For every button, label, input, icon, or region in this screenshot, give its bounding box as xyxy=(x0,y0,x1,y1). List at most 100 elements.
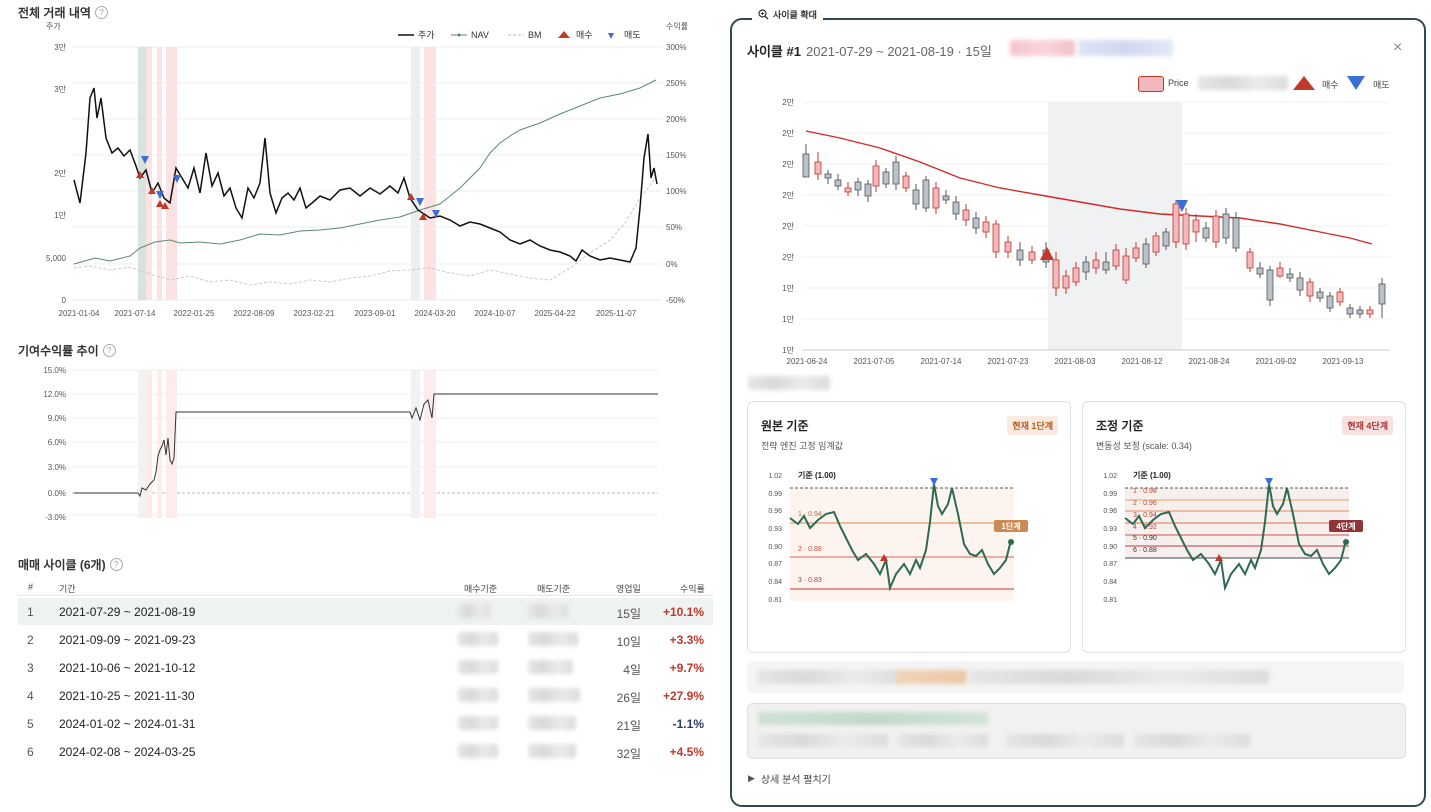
candle-body xyxy=(1346,307,1354,315)
y-tick: 3.0% xyxy=(48,463,66,472)
row-period: 2024-02-08 ~ 2024-03-25 xyxy=(59,745,196,759)
candle-body xyxy=(1142,243,1150,265)
legend-label: 주가 xyxy=(418,30,435,40)
y-tick: 2만 xyxy=(782,160,794,169)
y-tick: 3만 xyxy=(54,43,66,52)
y-tick: 0.87 xyxy=(1103,561,1117,568)
x-tick: 2023-02-21 xyxy=(294,309,335,318)
y-tick: 15.0% xyxy=(43,366,66,375)
row-days: 10일 xyxy=(616,635,641,649)
candle-body xyxy=(1246,251,1254,269)
expand-detail-button[interactable]: ▶ 상세 분석 펼치기 xyxy=(748,773,831,786)
candle-body xyxy=(1182,213,1190,245)
row-days: 26일 xyxy=(616,691,641,705)
legend-label: 매도 xyxy=(624,30,641,40)
y-tick-right: 100% xyxy=(666,187,686,196)
adjusted-threshold-chart: 1.02 0.99 0.96 0.93 0.90 0.87 0.84 0.81 … xyxy=(1103,470,1363,604)
row-period: 2021-10-25 ~ 2021-11-30 xyxy=(59,689,195,703)
y-tick-right: 150% xyxy=(666,151,686,160)
x-tick: 2021-07-14 xyxy=(115,309,156,318)
col-return: 수익률 xyxy=(680,584,705,594)
close-icon[interactable]: × xyxy=(1393,39,1403,56)
row-return: +3.3% xyxy=(669,633,704,647)
panel-tab: 사이클 확대 xyxy=(752,8,823,21)
y-tick: 1만 xyxy=(54,211,66,220)
candle-body xyxy=(1222,213,1230,239)
end-tag: 1단계 xyxy=(1001,521,1020,531)
right-axis-label: 수익률 xyxy=(666,21,688,31)
candle-body xyxy=(1082,261,1090,273)
y-tick: 0.87 xyxy=(768,561,782,568)
candle-body xyxy=(1378,283,1386,305)
original-threshold-chart: 1.02 0.99 0.96 0.93 0.90 0.87 0.84 0.81 … xyxy=(768,470,1028,604)
table-row[interactable]: 5 2024-01-02 ~ 2024-01-31 21일 -1.1% xyxy=(18,710,713,737)
candle-body xyxy=(854,181,862,191)
sell-marker-icon xyxy=(1347,76,1365,90)
candle-body xyxy=(814,161,822,175)
table-row[interactable]: 3 2021-10-06 ~ 2021-10-12 4일 +9.7% xyxy=(18,654,713,681)
candle-body xyxy=(1266,269,1274,301)
candle-body xyxy=(1212,215,1220,243)
y-tick: 2만 xyxy=(782,253,794,262)
row-days: 21일 xyxy=(616,719,641,733)
x-tick: 2022-01-25 xyxy=(174,309,215,318)
col-num: # xyxy=(28,582,34,592)
table-row[interactable]: 1 2021-07-29 ~ 2021-08-19 15일 +10.1% xyxy=(18,598,713,625)
level-label: 2 · 0.96 xyxy=(1133,500,1157,507)
row-days: 4일 xyxy=(623,663,641,677)
cycle-title: 사이클 #1 xyxy=(747,44,801,59)
stage-badge: 현재 1단계 xyxy=(1007,416,1058,435)
x-tick: 2024-03-20 xyxy=(415,309,456,318)
candle-body xyxy=(882,171,890,185)
row-num: 5 xyxy=(27,717,34,731)
row-period: 2021-09-09 ~ 2021-09-23 xyxy=(59,633,196,647)
candle-body xyxy=(1028,251,1036,261)
y-tick: 0.84 xyxy=(1103,579,1117,586)
zoom-in-icon xyxy=(758,9,769,20)
candle-body xyxy=(1162,231,1170,247)
y-tick: 9.0% xyxy=(48,414,66,423)
y-tick: 0.99 xyxy=(1103,491,1117,498)
y-tick: 2만 xyxy=(782,98,794,107)
table-row[interactable]: 4 2021-10-25 ~ 2021-11-30 26일 +27.9% xyxy=(18,682,713,709)
y-tick: 0.96 xyxy=(1103,508,1117,515)
y-tick: 12.0% xyxy=(43,390,66,399)
help-icon[interactable]: ? xyxy=(102,344,116,357)
card-title: 원본 기준 xyxy=(761,419,809,433)
y-tick: -3.0% xyxy=(45,513,66,522)
y-tick: 0.96 xyxy=(768,508,782,515)
candle-body xyxy=(834,179,842,187)
y-tick: 0.0% xyxy=(48,489,66,498)
candle-body xyxy=(1202,227,1210,239)
candle-body xyxy=(1122,255,1130,281)
help-icon[interactable]: ? xyxy=(109,558,123,571)
base-label: 기준 (1.00) xyxy=(798,470,836,480)
help-icon[interactable]: ? xyxy=(94,6,108,19)
row-num: 2 xyxy=(27,633,34,647)
y-tick: 0.93 xyxy=(1103,526,1117,533)
y-tick: 2만 xyxy=(54,169,66,178)
base-label: 기준 (1.00) xyxy=(1133,470,1171,480)
card-desc: 전략 엔진 고정 임계값 xyxy=(761,441,844,451)
x-tick: 2021-08-12 xyxy=(1122,357,1163,366)
table-row[interactable]: 2 2021-09-09 ~ 2021-09-23 10일 +3.3% xyxy=(18,626,713,653)
col-sell: 매도기준 xyxy=(537,584,571,594)
contrib-chart: 15.0% 12.0% 9.0% 6.0% 3.0% 0.0% -3.0% xyxy=(43,366,658,522)
y-tick: 0.81 xyxy=(768,597,782,604)
row-return: +4.5% xyxy=(669,745,704,759)
end-tag: 4단계 xyxy=(1336,521,1355,531)
legend-buy-label: 매수 xyxy=(1322,80,1339,90)
candle-body xyxy=(912,189,920,205)
candle-body xyxy=(942,195,950,201)
x-tick: 2022-08-09 xyxy=(234,309,275,318)
candle-body xyxy=(1286,273,1294,279)
level-label: 2 · 0.88 xyxy=(798,546,822,553)
contrib-title: 기여수익률 추이? xyxy=(18,342,116,359)
row-num: 1 xyxy=(27,605,34,619)
table-row[interactable]: 6 2024-02-08 ~ 2024-03-25 32일 +4.5% xyxy=(18,738,713,765)
y-tick-right: 50% xyxy=(666,223,682,232)
y-tick: 0.84 xyxy=(768,579,782,586)
level-label: 6 · 0.88 xyxy=(1133,547,1157,554)
candle-body xyxy=(1052,259,1060,289)
y-tick: 0 xyxy=(62,296,67,305)
